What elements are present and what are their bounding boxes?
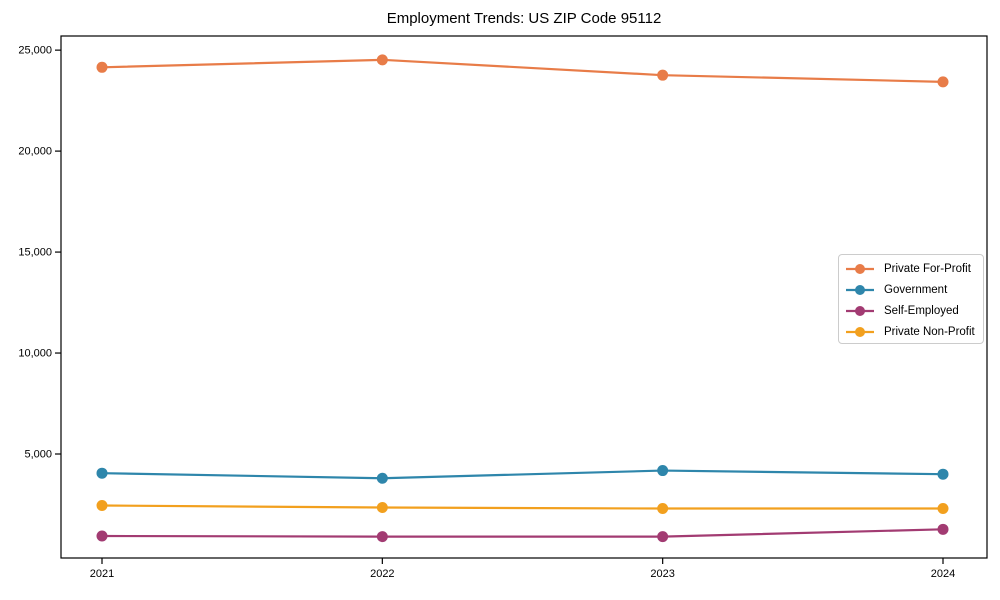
legend-item-government: Government [839, 279, 983, 300]
x-tick-label: 2023 [650, 568, 674, 580]
legend-line-marker-icon [846, 326, 874, 337]
data-point [937, 503, 949, 515]
legend-item-private-for-profit: Private For-Profit [839, 258, 983, 279]
data-point [376, 531, 388, 543]
plot-border [60, 35, 988, 559]
legend-item-label: Private For-Profit [884, 262, 971, 275]
legend-item-label: Government [884, 283, 948, 296]
data-point [657, 503, 669, 515]
legend: Private For-Profit Government Self-Emplo… [838, 254, 984, 344]
y-tick-label: 5,000 [24, 449, 52, 461]
data-point [376, 472, 388, 484]
y-tick-label: 10,000 [18, 348, 52, 360]
legend-item-label: Self-Employed [884, 304, 959, 317]
data-point [657, 465, 669, 477]
series-line [100, 504, 945, 510]
series-line [100, 469, 945, 480]
data-point [937, 76, 949, 88]
legend-item-self-employed: Self-Employed [839, 300, 983, 321]
y-tick-label: 15,000 [18, 247, 52, 259]
legend-item-label: Private Non-Profit [884, 325, 975, 338]
data-point [96, 467, 108, 479]
legend-item-private-non-profit: Private Non-Profit [839, 321, 983, 342]
data-point [376, 54, 388, 66]
data-point [96, 499, 108, 511]
x-tick-label: 2022 [370, 568, 394, 580]
x-tick-label: 2021 [90, 568, 114, 580]
data-point [937, 523, 949, 535]
data-point [96, 530, 108, 542]
x-tick-label: 2024 [931, 568, 955, 580]
data-point [96, 61, 108, 73]
y-tick-label: 20,000 [18, 146, 52, 158]
data-point [657, 69, 669, 81]
series-line [100, 528, 945, 538]
series-line [100, 58, 945, 83]
legend-line-marker-icon [846, 263, 874, 274]
data-point [937, 468, 949, 480]
y-tick-label: 25,000 [18, 45, 52, 57]
legend-line-marker-icon [846, 284, 874, 295]
chart-title: Employment Trends: US ZIP Code 95112 [386, 10, 662, 27]
data-point [376, 502, 388, 514]
data-point [657, 531, 669, 543]
legend-line-marker-icon [846, 305, 874, 316]
